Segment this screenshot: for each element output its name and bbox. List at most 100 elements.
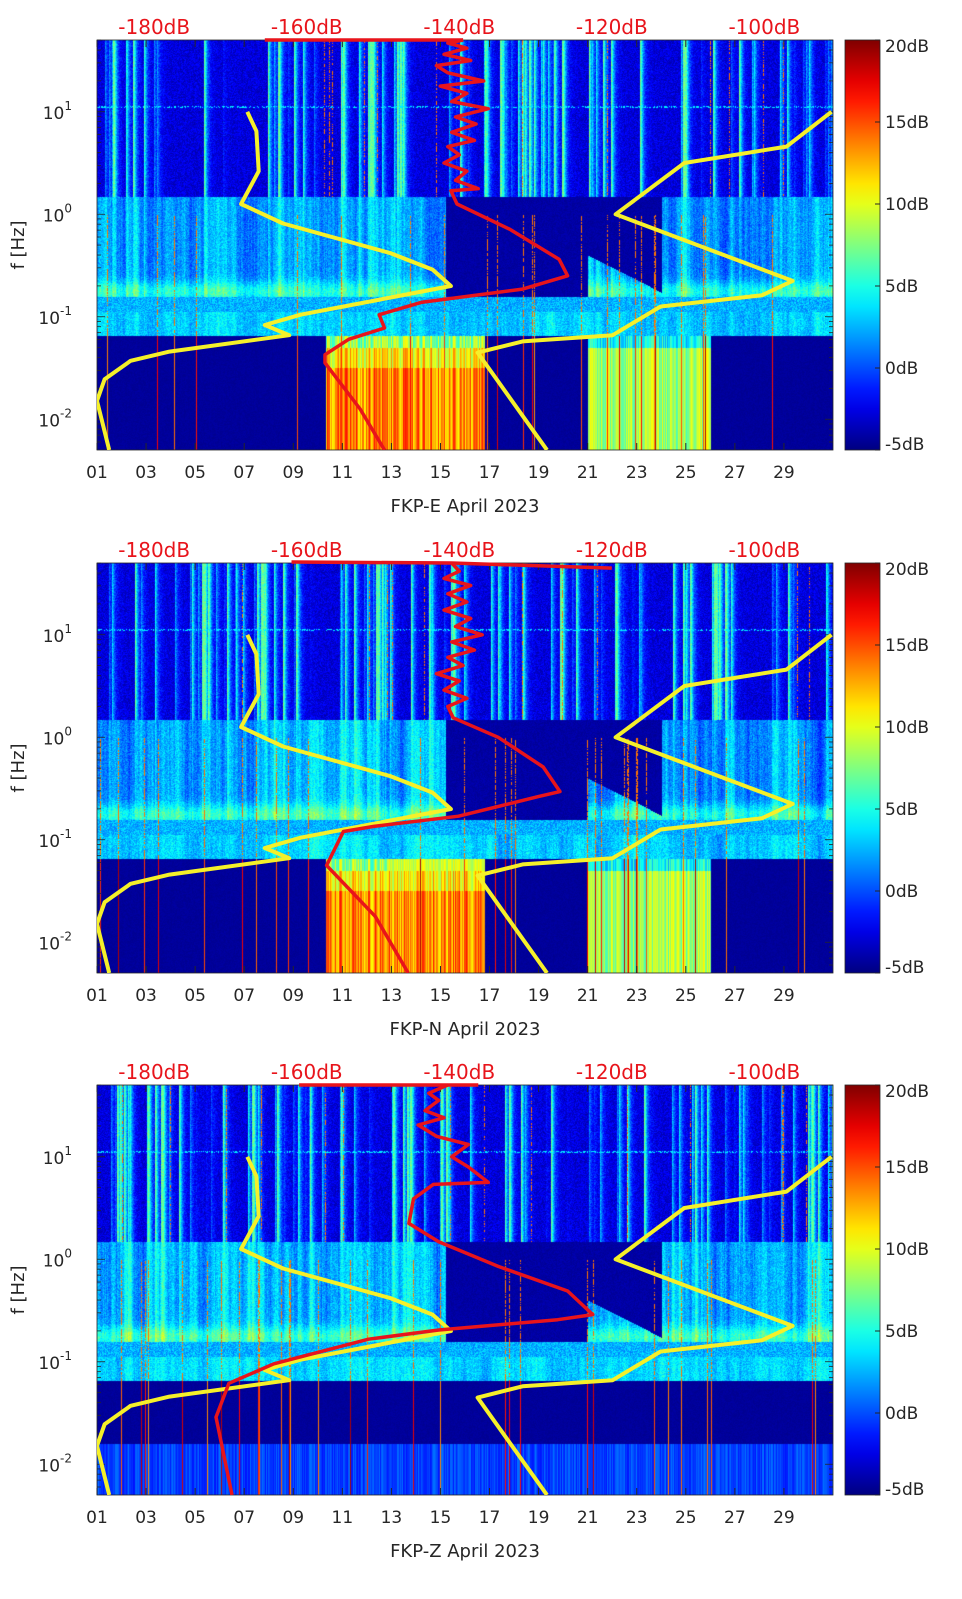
top-db-tick-label: -180dB xyxy=(118,15,190,39)
panel-1: 01 03 05 07 09 11 13 15 17 19 21 23 25 27 2910110010-1… xyxy=(8,15,929,517)
curves xyxy=(97,560,833,973)
y-tick-exponent: 0 xyxy=(64,724,72,738)
y-tick-label: 10-1 xyxy=(38,304,72,329)
x-tick-label: 03 xyxy=(135,986,157,1006)
x-tick-label: 03 xyxy=(135,1508,157,1528)
top-db-tick-label: -140dB xyxy=(423,1060,495,1084)
x-tick-label: 17 xyxy=(479,986,501,1006)
y-tick-label: 10-1 xyxy=(38,1349,72,1374)
y-tick-exponent: 1 xyxy=(64,1144,72,1158)
top-db-tick-label: -100dB xyxy=(728,1060,800,1084)
x-tick-label: 19 xyxy=(528,463,550,483)
colorbar xyxy=(844,1084,881,1496)
y-tick-label: 10-2 xyxy=(38,406,72,431)
y-tick-label: 100 xyxy=(43,1246,72,1271)
y-tick-exponent: -2 xyxy=(60,406,72,420)
red-psd-top-segment xyxy=(291,560,612,570)
top-db-tick-label: -120dB xyxy=(576,538,648,562)
y-tick-label: 10-2 xyxy=(38,1451,72,1476)
x-tick-label: 27 xyxy=(724,986,746,1006)
y-tick-label: 101 xyxy=(43,99,72,124)
top-db-tick-label: -160dB xyxy=(271,1060,343,1084)
x-tick-label: 19 xyxy=(528,986,550,1006)
top-db-tick-label: -160dB xyxy=(271,538,343,562)
x-tick-label: 13 xyxy=(381,986,403,1006)
colorbar-tick-label: 20dB xyxy=(885,560,929,580)
y-tick-label: 100 xyxy=(43,724,72,749)
x-tick-label: 11 xyxy=(332,986,354,1006)
red-psd-line xyxy=(324,561,562,973)
y-tick-base: 10 xyxy=(38,1354,60,1374)
panel-title: FKP-Z April 2023 xyxy=(390,1541,540,1562)
x-tick-label: 19 xyxy=(528,1508,550,1528)
y-tick-base: 10 xyxy=(43,627,65,647)
colorbar xyxy=(844,39,881,451)
yellow-low-noise-model-line xyxy=(97,1155,453,1495)
curves xyxy=(97,38,833,450)
y-tick-base: 10 xyxy=(38,832,60,852)
y-tick-label: 10-2 xyxy=(38,929,72,954)
top-db-tick-label: -180dB xyxy=(118,538,190,562)
x-tick-label: 21 xyxy=(577,463,599,483)
x-tick-label: 13 xyxy=(381,1508,403,1528)
y-tick-label: 101 xyxy=(43,1144,72,1169)
x-tick-label: 05 xyxy=(184,463,206,483)
panel-3: 01 03 05 07 09 11 13 15 17 19 21 23 25 27 2910110010-1… xyxy=(8,1060,929,1562)
x-tick-label: 27 xyxy=(724,1508,746,1528)
x-tick-label: 09 xyxy=(282,986,304,1006)
colorbar-tick-label: 15dB xyxy=(885,113,929,133)
y-tick-exponent: -1 xyxy=(60,304,72,318)
x-tick-label: 01 xyxy=(86,463,108,483)
colorbar-tick-label: 15dB xyxy=(885,636,929,656)
y-tick-exponent: -1 xyxy=(60,827,72,841)
spectrogram-north xyxy=(97,563,833,973)
yellow-low-noise-model-line xyxy=(97,110,453,450)
yellow-high-noise-model-line xyxy=(475,633,833,973)
y-tick-base: 10 xyxy=(43,104,65,124)
colorbar xyxy=(844,562,881,974)
x-tick-label: 07 xyxy=(233,463,255,483)
colorbar-tick-label: 10dB xyxy=(885,195,929,215)
y-tick-exponent: 0 xyxy=(64,1246,72,1260)
x-tick-label: 25 xyxy=(675,1508,697,1528)
y-tick-exponent: -2 xyxy=(60,1451,72,1465)
x-tick-label: 27 xyxy=(724,463,746,483)
x-tick-label: 15 xyxy=(430,986,452,1006)
y-tick-base: 10 xyxy=(38,1456,60,1476)
y-tick-base: 10 xyxy=(43,1251,65,1271)
top-db-tick-label: -140dB xyxy=(423,538,495,562)
x-tick-label: 01 xyxy=(86,986,108,1006)
colorbar-tick-label: 0dB xyxy=(885,1404,918,1424)
x-tick-label: 13 xyxy=(381,463,403,483)
x-tick-label: 29 xyxy=(773,986,795,1006)
top-db-tick-label: -120dB xyxy=(576,1060,648,1084)
x-tick-label: 05 xyxy=(184,1508,206,1528)
colorbar-tick-label: 0dB xyxy=(885,882,918,902)
y-tick-base: 10 xyxy=(38,934,60,954)
colorbar-tick-label: 10dB xyxy=(885,1240,929,1260)
top-db-tick-label: -120dB xyxy=(576,15,648,39)
y-tick-exponent: -2 xyxy=(60,929,72,943)
panel-title: FKP-E April 2023 xyxy=(391,496,540,517)
x-tick-label: 17 xyxy=(479,463,501,483)
y-tick-base: 10 xyxy=(38,309,60,329)
colorbar-tick-label: 15dB xyxy=(885,1158,929,1178)
plot-frame xyxy=(96,39,834,451)
colorbar-tick-label: 5dB xyxy=(885,277,918,297)
x-tick-label: 25 xyxy=(675,986,697,1006)
x-tick-label: 09 xyxy=(282,463,304,483)
x-tick-label: 15 xyxy=(430,463,452,483)
y-tick-exponent: -1 xyxy=(60,1349,72,1363)
colorbar-tick-label: 0dB xyxy=(885,359,918,379)
top-db-tick-label: -180dB xyxy=(118,1060,190,1084)
colorbar-tick-label: -5dB xyxy=(885,1480,924,1500)
x-tick-label: 23 xyxy=(626,986,648,1006)
colorbar-tick-label: 5dB xyxy=(885,800,918,820)
curves xyxy=(97,1083,833,1495)
x-tick-label: 05 xyxy=(184,986,206,1006)
colorbar-tick-label: -5dB xyxy=(885,958,924,978)
red-psd-line xyxy=(323,38,570,450)
x-tick-label: 23 xyxy=(626,463,648,483)
top-db-tick-label: -100dB xyxy=(728,15,800,39)
